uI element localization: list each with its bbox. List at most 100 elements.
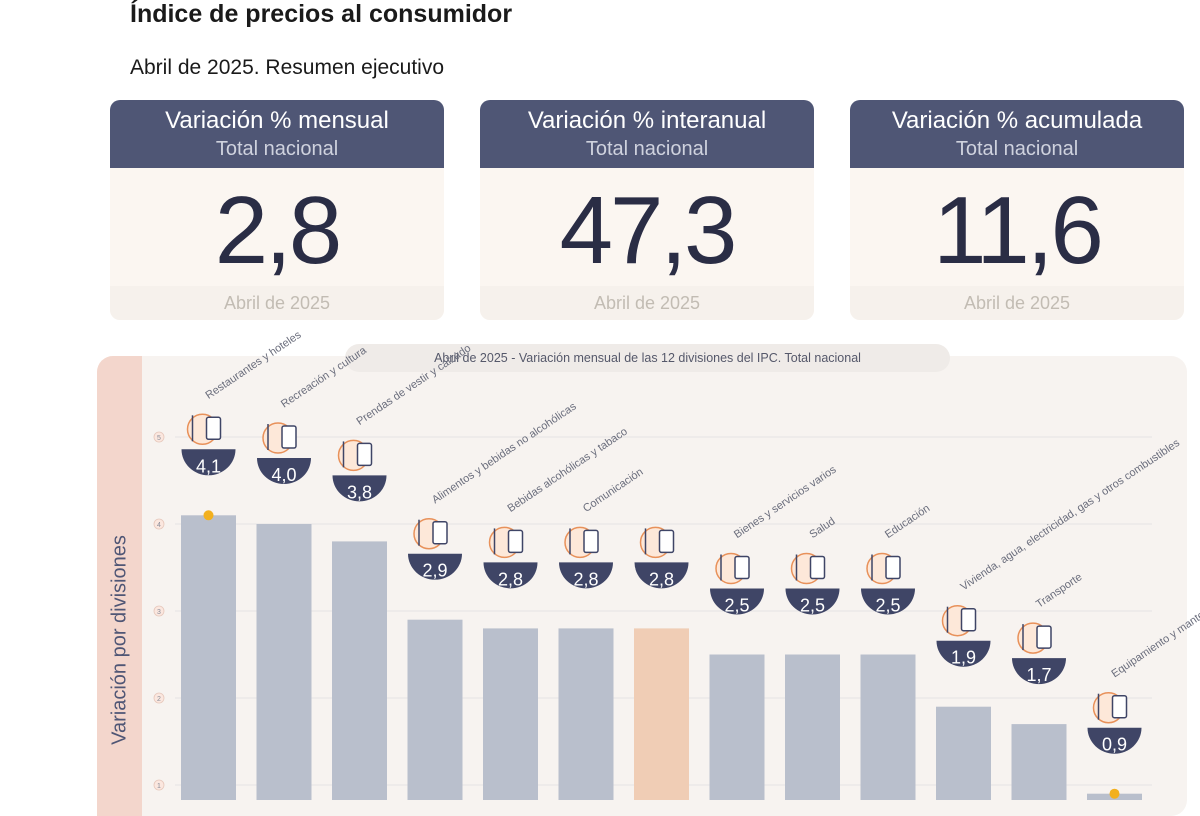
icon-shape [1036,625,1052,649]
card-value: 47,3 [559,177,738,284]
card-subtitle: Total nacional [955,138,1079,160]
icon-shape [960,607,977,632]
phone-icon [564,526,599,559]
bar [332,541,387,800]
category-label: Restaurantes y hoteles [203,329,303,402]
bar [860,654,916,800]
category-label: Salud [807,515,837,541]
bar-value-label: 2,5 [800,596,825,616]
category-label: Vivienda, agua, electricidad, gas y otro… [958,437,1182,593]
icon-shape [734,555,750,580]
card-value: 11,6 [933,177,1104,284]
bar [634,628,689,800]
value-badge [634,562,689,589]
y-tick-label: 3 [157,609,161,616]
category-label: Transporte [1034,571,1084,610]
card-subtitle: Total nacional [215,138,339,160]
scissors-icon [715,552,750,585]
bar-value-label: 2,8 [649,569,674,589]
card-date: Abril de 2025 [110,286,444,320]
car-icon [1017,622,1052,654]
icon-shape [205,416,222,441]
medical-kit-icon [790,552,826,585]
bar [558,628,614,800]
y-tick-dot [153,779,165,791]
tshirt-icon [337,439,373,472]
bulb-icon [941,604,977,637]
value-badge [483,562,538,589]
card-accumulated: Variación % acumulada Total nacional 11,… [850,100,1184,320]
bottles-icon [488,526,524,559]
icon-shape [1111,694,1128,719]
card-title: Variación % interanual [527,107,767,134]
bar-value-label: 3,8 [347,482,372,502]
bar [709,654,765,800]
bar [181,515,236,800]
card-header: Variación % interanual Total nacional [480,100,814,168]
bread-icon [413,517,448,550]
book-icon [866,552,901,585]
icon-shape [658,529,675,554]
bar-value-label: 2,8 [498,569,523,589]
basket-icon [639,526,675,559]
value-badge [861,588,915,615]
bar [407,619,463,800]
y-tick-label: 5 [157,435,161,442]
air-conditioner-icon [1092,691,1128,724]
icon-shape [507,529,524,554]
icon-shape [432,520,448,545]
icon-shape [356,442,373,467]
card-body: 2,8 Abril de 2025 [110,168,444,320]
card-interannual: Variación % interanual Total nacional 47… [480,100,814,320]
min-marker [1109,788,1120,799]
card-title: Variación % mensual [165,107,389,134]
icon-shape [281,425,297,449]
category-label: Recreación y cultura [279,344,370,411]
bar-value-label: 4,0 [271,465,296,485]
value-badge [332,475,387,502]
y-tick-label: 2 [157,696,161,703]
card-date: Abril de 2025 [480,286,814,320]
card-header: Variación % acumulada Total nacional [850,100,1184,168]
bar-value-label: 2,9 [422,561,447,581]
value-badge [559,562,613,589]
card-monthly: Variación % mensual Total nacional 2,8 A… [110,100,444,320]
value-badge [1087,727,1142,754]
bar-value-label: 2,5 [875,596,900,616]
category-label: Comunicación [581,466,645,515]
bar-value-label: 1,7 [1026,665,1051,685]
card-body: 11,6 Abril de 2025 [850,168,1184,320]
bar-value-label: 2,5 [724,596,749,616]
value-badge [181,449,236,476]
card-title: Variación % acumulada [891,107,1143,134]
bar [256,524,312,800]
icon-shape [583,529,599,554]
bar-value-label: 1,9 [951,648,976,668]
category-label: Prendas de vestir y calzado [354,342,473,428]
value-badge [936,640,991,667]
y-tick-label: 4 [157,522,161,529]
value-badge [408,553,462,580]
utensils-icon [186,413,222,446]
icon-shape [885,555,901,580]
bar [1011,724,1067,800]
y-tick-dot [153,692,165,704]
bar [936,706,991,800]
category-label: Alimentos y bebidas no alcohólicas [430,400,579,506]
value-badge [710,588,764,615]
category-label: Educación [883,502,932,541]
value-badge [1012,658,1066,685]
y-tick-dot [153,431,165,443]
y-axis-band [97,356,142,816]
bar [785,654,840,800]
card-date: Abril de 2025 [850,286,1184,320]
max-marker [203,510,214,521]
page-title: Índice de precios al consumidor [130,0,513,28]
page-subtitle: Abril de 2025. Resumen ejecutivo [130,56,445,79]
value-badge [257,458,311,484]
icon-shape [809,555,826,580]
bar-value-label: 4,1 [196,456,221,476]
value-badge [785,588,840,615]
sun-umbrella-icon [262,422,297,454]
